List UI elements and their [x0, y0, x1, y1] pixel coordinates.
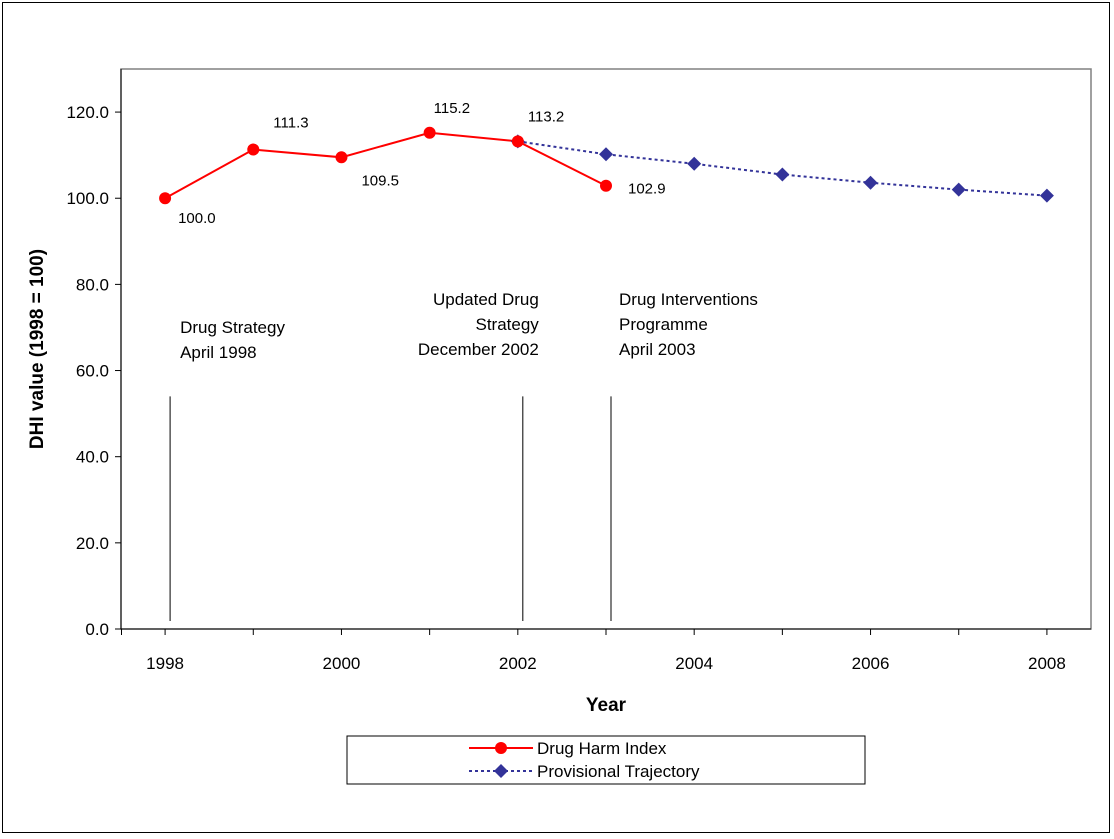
- y-axis-title: DHI value (1998 = 100): [27, 249, 48, 449]
- annotation-text: Strategy: [476, 315, 540, 334]
- legend-label-drug-harm-index: Drug Harm Index: [537, 739, 667, 758]
- x-tick-label: 2000: [323, 654, 361, 673]
- x-tick-label: 2004: [675, 654, 713, 673]
- legend-box: [346, 735, 866, 785]
- point-drug-harm-index: [247, 143, 260, 156]
- legend-marker-provisional-trajectory: [494, 764, 508, 778]
- y-tick-label: 0.0: [85, 620, 109, 639]
- data-label: 111.3: [273, 115, 308, 132]
- y-tick-label: 80.0: [76, 275, 109, 294]
- annotation-text: Updated Drug: [433, 290, 539, 309]
- y-tick-label: 60.0: [76, 362, 109, 381]
- x-axis-title: Year: [586, 695, 627, 716]
- y-tick-label: 20.0: [76, 534, 109, 553]
- annotations-layer: Drug Strategy April 1998 Updated Drug Strat…: [169, 290, 758, 621]
- legend: Drug Harm Index Provisional Trajectory: [346, 735, 866, 785]
- axes-layer: 0.0 20.0 40.0 60.0 80.0 100.0 120.0 1998 2000 200…: [66, 69, 1091, 673]
- annotation-text: April 2003: [619, 340, 696, 359]
- point-drug-harm-index: [335, 151, 348, 164]
- y-tick-label: 40.0: [76, 448, 109, 467]
- legend-marker-drug-harm-index: [495, 742, 507, 754]
- point-provisional-trajectory: [1039, 188, 1054, 203]
- data-label: 115.2: [434, 100, 470, 117]
- x-tick-label: 1998: [146, 654, 184, 673]
- chart-svg: 0.0 20.0 40.0 60.0 80.0 100.0 120.0 1998 2000 200…: [27, 68, 1092, 785]
- y-tick-label: 100.0: [66, 189, 109, 208]
- annotation-text: Drug Interventions: [619, 290, 758, 309]
- annotation-text: Drug Strategy: [180, 318, 285, 337]
- x-tick-label: 2002: [499, 654, 537, 673]
- point-drug-harm-index: [159, 192, 172, 205]
- y-tick-label: 120.0: [66, 103, 109, 122]
- data-labels-layer: 100.0 111.3 109.5 115.2 113.2 102.9: [178, 100, 665, 227]
- point-provisional-trajectory: [951, 182, 966, 197]
- x-tick-label: 2008: [1028, 654, 1066, 673]
- data-label: 109.5: [361, 172, 399, 189]
- plot-area: [120, 68, 1092, 630]
- point-provisional-trajectory: [687, 156, 702, 171]
- annotation-text: April 1998: [180, 343, 257, 362]
- point-provisional-trajectory: [599, 147, 613, 162]
- series-line-drug-harm-index: [164, 131, 607, 200]
- legend-label-provisional-trajectory: Provisional Trajectory: [537, 762, 700, 781]
- point-drug-harm-index: [511, 135, 524, 148]
- annotation-text: Programme: [619, 315, 708, 334]
- series-layer: [159, 126, 1054, 205]
- point-provisional-trajectory: [863, 175, 878, 190]
- data-label: 113.2: [528, 108, 564, 125]
- data-label: 102.9: [628, 181, 666, 198]
- point-provisional-trajectory: [775, 167, 790, 182]
- annotation-text: December 2002: [418, 340, 539, 359]
- x-tick-label: 2006: [852, 654, 890, 673]
- point-drug-harm-index: [600, 179, 612, 192]
- point-drug-harm-index: [423, 126, 436, 139]
- data-label: 100.0: [178, 210, 216, 227]
